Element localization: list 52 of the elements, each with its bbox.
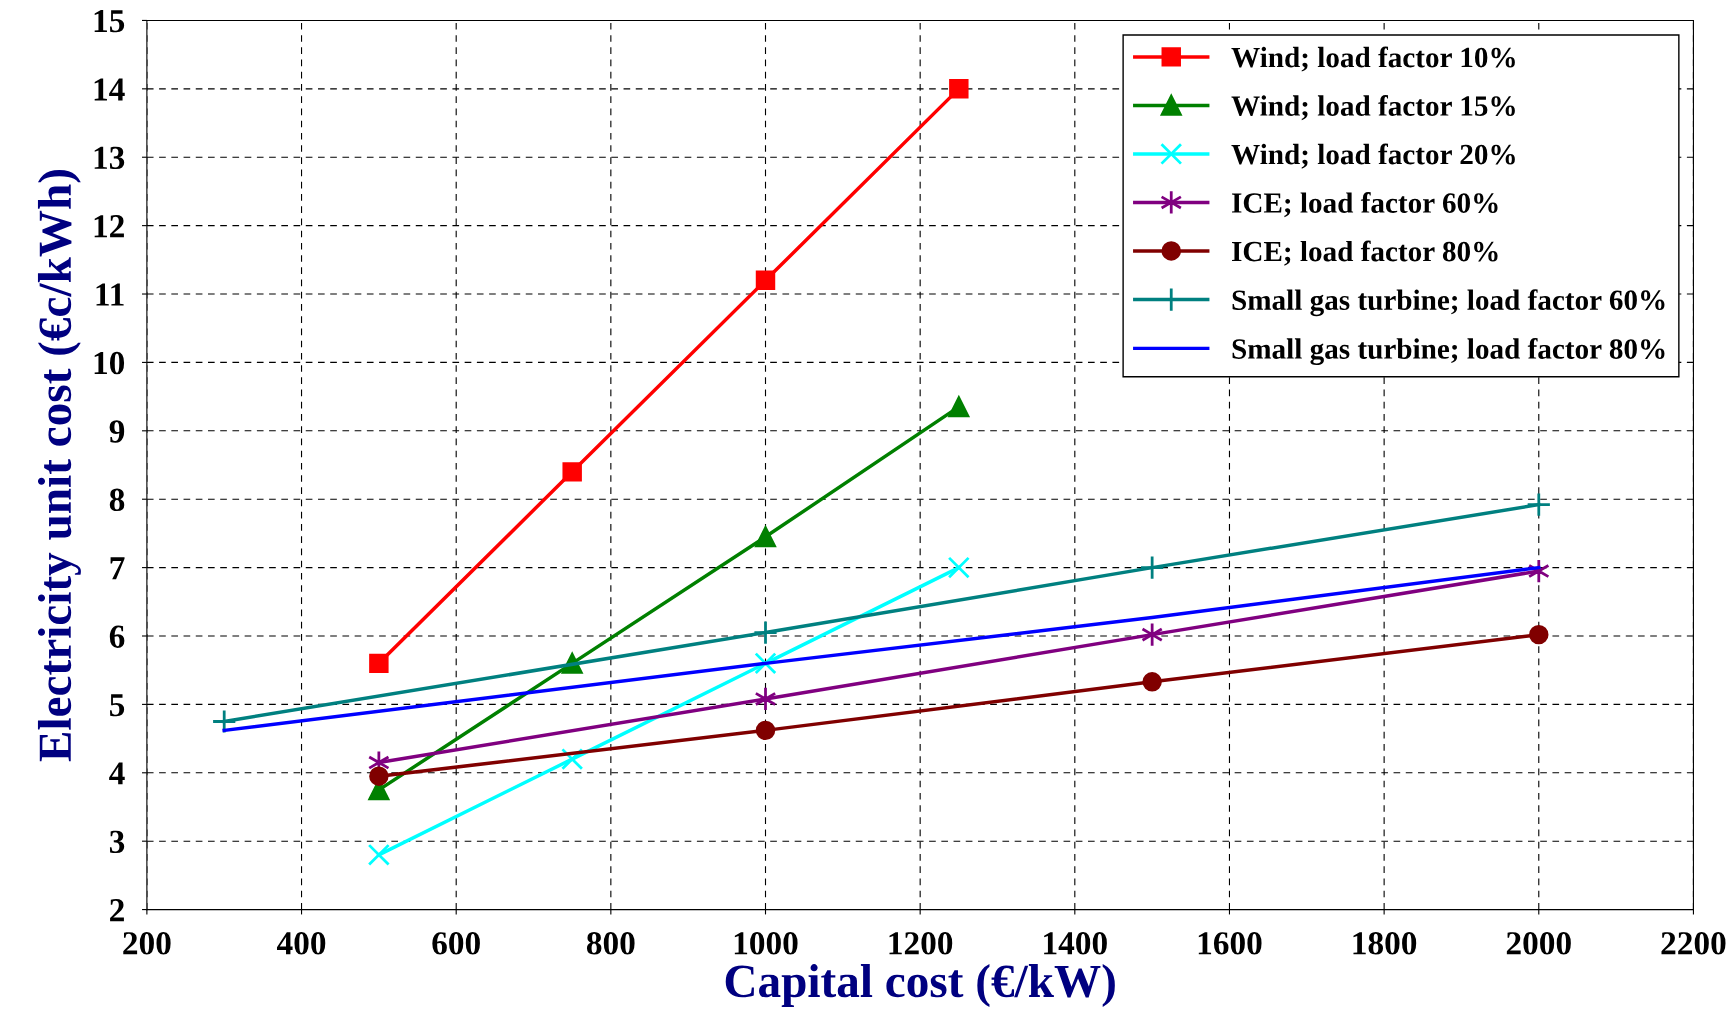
y-tick-label: 13 <box>94 146 125 170</box>
point <box>369 766 389 786</box>
point <box>367 843 390 866</box>
x-tick-label: 2000 <box>1506 932 1571 955</box>
x-tick-label: 2200 <box>1661 932 1726 955</box>
point <box>211 708 237 734</box>
y-tick-label: 4 <box>109 762 125 785</box>
point <box>754 686 777 712</box>
x-tick-label: 1600 <box>1198 932 1262 955</box>
legend-label: ICE; load factor 60% <box>1232 192 1498 218</box>
legend-label: Small gas turbine; load factor 80% <box>1232 338 1665 366</box>
y-tick-label: 15 <box>94 10 125 33</box>
legend-label: Wind; load factor 20% <box>1231 143 1515 169</box>
y-axis-title: Electricity unit cost (€c/kWh) <box>37 170 81 762</box>
point <box>947 556 970 579</box>
y-tick-label: 3 <box>109 830 125 854</box>
y-tick-label: 5 <box>110 694 125 717</box>
point <box>1529 624 1549 645</box>
x-tick-label: 1400 <box>1044 932 1107 955</box>
x-tick-label: 200 <box>123 932 171 955</box>
x-tick-label: 800 <box>586 932 635 955</box>
legend-label: Wind; load factor 15% <box>1231 95 1515 121</box>
x-axis-title: Capital cost (€/kW) <box>725 964 1115 1007</box>
x-tick-label: 1200 <box>889 932 953 955</box>
y-tick-label: 8 <box>109 488 125 512</box>
point <box>1141 622 1164 648</box>
y-tick-label: 9 <box>109 420 125 443</box>
legend-label: Wind; load factor 10% <box>1231 46 1515 72</box>
y-tick-label: 11 <box>96 283 124 306</box>
point <box>755 526 776 548</box>
y-tick-label: 10 <box>94 351 125 375</box>
x-tick-label: 1800 <box>1353 932 1417 955</box>
x-tick-label: 400 <box>276 932 326 955</box>
y-tick-label: 6 <box>109 625 125 648</box>
point <box>949 79 969 99</box>
y-tick-label: 14 <box>94 78 125 101</box>
legend-label: ICE; load factor 80% <box>1232 240 1498 266</box>
point <box>755 720 776 741</box>
point <box>1526 492 1552 518</box>
y-tick-label: 12 <box>94 215 124 238</box>
point <box>948 396 970 418</box>
legend-label: Small gas turbine; load factor 60% <box>1232 289 1665 317</box>
point <box>369 653 389 674</box>
point <box>1139 555 1165 581</box>
point <box>1142 672 1162 692</box>
y-tick-label: 7 <box>110 557 125 580</box>
x-tick-label: 600 <box>432 932 480 955</box>
x-tick-label: 1000 <box>734 932 798 955</box>
point <box>753 620 779 646</box>
point <box>755 270 776 291</box>
point <box>562 462 582 482</box>
y-tick-label: 2 <box>110 899 124 922</box>
